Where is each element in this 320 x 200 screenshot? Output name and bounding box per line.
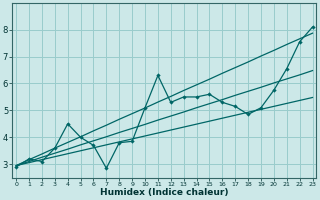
X-axis label: Humidex (Indice chaleur): Humidex (Indice chaleur) bbox=[100, 188, 228, 197]
